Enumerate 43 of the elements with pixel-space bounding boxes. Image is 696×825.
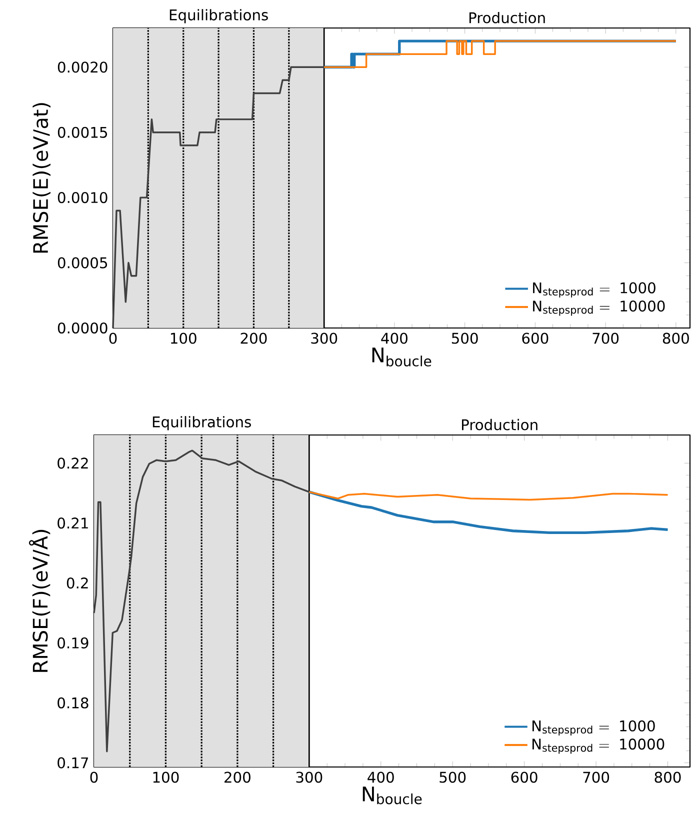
y-tick-label: 0.0020 [58,62,108,73]
y-tick-label: 0.0010 [58,192,108,204]
x-tick-label: 100 [170,332,196,344]
y-axis-title: RMSE(E)(eV/at) [32,103,50,253]
x-tick-label: 300 [311,332,338,344]
text: Production [462,418,538,430]
line-series [308,491,669,501]
x-tick-label: 0 [90,772,98,783]
x-tick-label: 500 [452,332,478,344]
x-tick-label: 600 [511,772,538,783]
band-label: Equilibrations [152,416,251,430]
text: Production [469,12,545,24]
x-axis-title: N$_{boucle}$ [362,786,422,804]
y-tick-label: 0.0000 [58,322,108,334]
legend-label: $\mathrm{N}_{\mathrm{stepsprod}}\mathrm{\ =\ 10000}$ [533,300,665,316]
x-tick-label: 0 [109,332,117,344]
x-tick-label: 200 [240,332,267,344]
y-tick-label: 0.0015 [58,126,107,138]
legend-label: $\mathrm{N}_{\mathrm{stepsprod}}\mathrm{\ =\ 1000}$ [533,282,656,298]
x-tick-label: 400 [368,772,394,783]
y-tick-label: 0.2 [66,577,88,589]
band-label: Equilibrations [170,9,268,24]
y-tick-label: 0.19 [58,637,88,648]
x-tick-label: 800 [654,772,681,783]
x-tick-label: 300 [296,772,322,783]
x-tick-label: 200 [224,772,250,783]
y-tick-label: 0.17 [58,757,88,768]
x-tick-label: 500 [440,772,466,783]
x-axis-title: N$_{boucle}$ [372,348,432,366]
x-tick-label: 700 [583,772,610,783]
y-tick-label: 0.18 [58,697,88,708]
y-tick-label: 0.22 [58,458,88,469]
x-tick-label: 600 [522,332,548,344]
y-tick-label: 0.21 [58,518,88,529]
legend-label: $\mathrm{N}_{\mathrm{stepsprod}}\mathrm{\ =\ 10000}$ [532,738,664,754]
legend-label: $\mathrm{N}_{\mathrm{stepsprod}}\mathrm{\ =\ 1000}$ [532,720,655,736]
x-tick-label: 400 [381,332,408,344]
x-tick-label: 800 [662,332,689,344]
y-axis-title: RMSE(F)(eV/Å) [28,530,50,672]
x-tick-label: 100 [153,772,179,783]
line-series [308,490,670,534]
y-tick-label: 0.0005 [58,257,107,268]
x-tick-label: 700 [592,332,619,344]
